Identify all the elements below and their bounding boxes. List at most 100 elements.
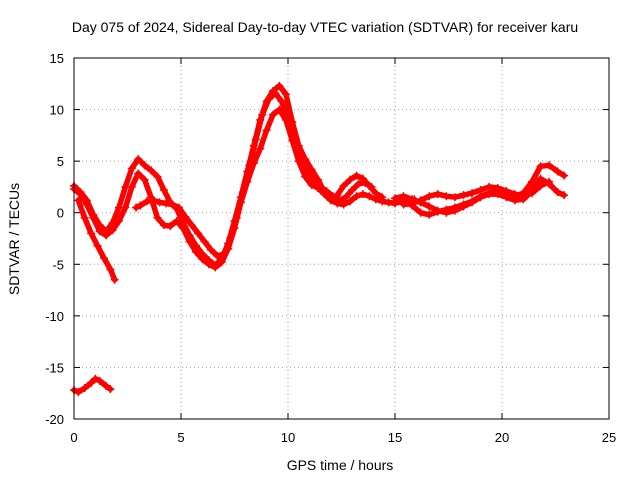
data-point-marker — [425, 192, 434, 201]
data-point-marker — [166, 222, 175, 231]
data-point-marker — [322, 187, 331, 196]
data-point-marker — [245, 161, 254, 170]
data-point-marker — [476, 186, 485, 195]
data-point-marker — [127, 164, 136, 173]
data-point-marker — [519, 192, 528, 201]
data-point-marker — [136, 201, 145, 210]
data-point-marker — [269, 110, 278, 119]
data-point-marker — [153, 213, 162, 222]
data-point-marker — [87, 229, 96, 238]
data-point-marker — [485, 190, 494, 199]
data-point-marker — [82, 196, 91, 205]
data-point-marker — [206, 245, 215, 254]
data-point-marker — [459, 202, 468, 211]
data-point-marker — [108, 219, 117, 228]
data-point-marker — [185, 231, 194, 240]
data-point-marker — [219, 249, 228, 258]
data-point-marker — [290, 134, 299, 143]
data-point-marker — [365, 192, 374, 201]
data-point-marker — [181, 212, 190, 221]
data-point-marker — [536, 174, 545, 183]
data-point-marker — [187, 221, 196, 230]
y-tick-label: -10 — [45, 309, 64, 324]
data-point-marker — [142, 197, 151, 206]
data-point-marker — [352, 171, 361, 180]
y-tick-label: 0 — [57, 206, 64, 221]
data-point-marker — [335, 196, 344, 205]
data-point-marker — [110, 275, 119, 284]
data-point-marker — [433, 206, 442, 215]
data-point-marker — [87, 378, 96, 387]
data-point-marker — [95, 376, 104, 385]
data-point-marker — [277, 97, 286, 106]
x-axis-label: GPS time / hours — [287, 457, 394, 473]
data-point-marker — [256, 144, 265, 153]
data-point-marker — [121, 182, 130, 191]
data-point-marker — [251, 135, 260, 144]
data-point-marker — [204, 256, 213, 265]
data-point-marker — [89, 210, 98, 219]
x-tick-label: 10 — [281, 430, 295, 445]
data-point-marker — [134, 169, 143, 178]
data-point-marker — [442, 192, 451, 201]
data-point-marker — [367, 182, 376, 191]
data-series — [70, 81, 569, 397]
data-point-marker — [309, 176, 318, 185]
data-point-marker — [301, 172, 310, 181]
data-point-marker — [296, 151, 305, 160]
data-point-marker — [536, 162, 545, 171]
data-point-marker — [560, 171, 569, 180]
data-point-marker — [211, 261, 220, 270]
data-point-marker — [168, 200, 177, 209]
data-point-marker — [354, 179, 363, 188]
data-point-marker — [80, 384, 89, 393]
data-point-marker — [194, 229, 203, 238]
data-point-marker — [155, 198, 164, 207]
data-point-marker — [358, 190, 367, 199]
data-point-marker — [174, 203, 183, 212]
data-point-marker — [346, 175, 355, 184]
data-point-marker — [468, 198, 477, 207]
data-point-marker — [328, 192, 337, 201]
data-point-marker — [239, 188, 248, 197]
data-point-marker — [102, 227, 111, 236]
data-point-marker — [433, 190, 442, 199]
data-point-marker — [106, 385, 115, 394]
data-point-marker — [493, 183, 502, 192]
data-point-marker — [271, 89, 280, 98]
data-point-marker — [262, 126, 271, 135]
data-point-marker — [74, 196, 83, 205]
data-point-marker — [341, 193, 350, 202]
data-point-marker — [339, 200, 348, 209]
data-point-marker — [106, 265, 115, 274]
data-point-marker — [99, 254, 108, 263]
data-point-marker — [95, 221, 104, 230]
data-point-marker — [159, 221, 168, 230]
data-point-marker — [450, 206, 459, 215]
data-point-marker — [226, 234, 235, 243]
data-point-marker — [153, 172, 162, 181]
data-point-marker — [198, 249, 207, 258]
chart-title: Day 075 of 2024, Sidereal Day-to-day VTE… — [72, 19, 578, 35]
data-point-marker — [281, 90, 290, 99]
data-point-marker — [134, 155, 143, 164]
data-point-marker — [416, 208, 425, 217]
data-point-marker — [316, 182, 325, 191]
data-point-marker — [147, 166, 156, 175]
grid — [74, 58, 609, 419]
data-point-marker — [536, 181, 545, 190]
data-point-marker — [527, 189, 536, 198]
data-point-marker — [346, 197, 355, 206]
data-point-marker — [284, 115, 292, 124]
data-point-marker — [510, 190, 519, 199]
data-point-marker — [502, 187, 511, 196]
data-point-marker — [352, 192, 361, 201]
data-point-marker — [399, 200, 408, 209]
data-point-marker — [258, 110, 267, 119]
data-point-marker — [476, 193, 485, 202]
x-tick-label: 15 — [388, 430, 402, 445]
data-point-marker — [545, 161, 554, 170]
y-tick-label: -15 — [45, 360, 64, 375]
data-point-marker — [91, 374, 100, 383]
data-point-marker — [450, 193, 459, 202]
